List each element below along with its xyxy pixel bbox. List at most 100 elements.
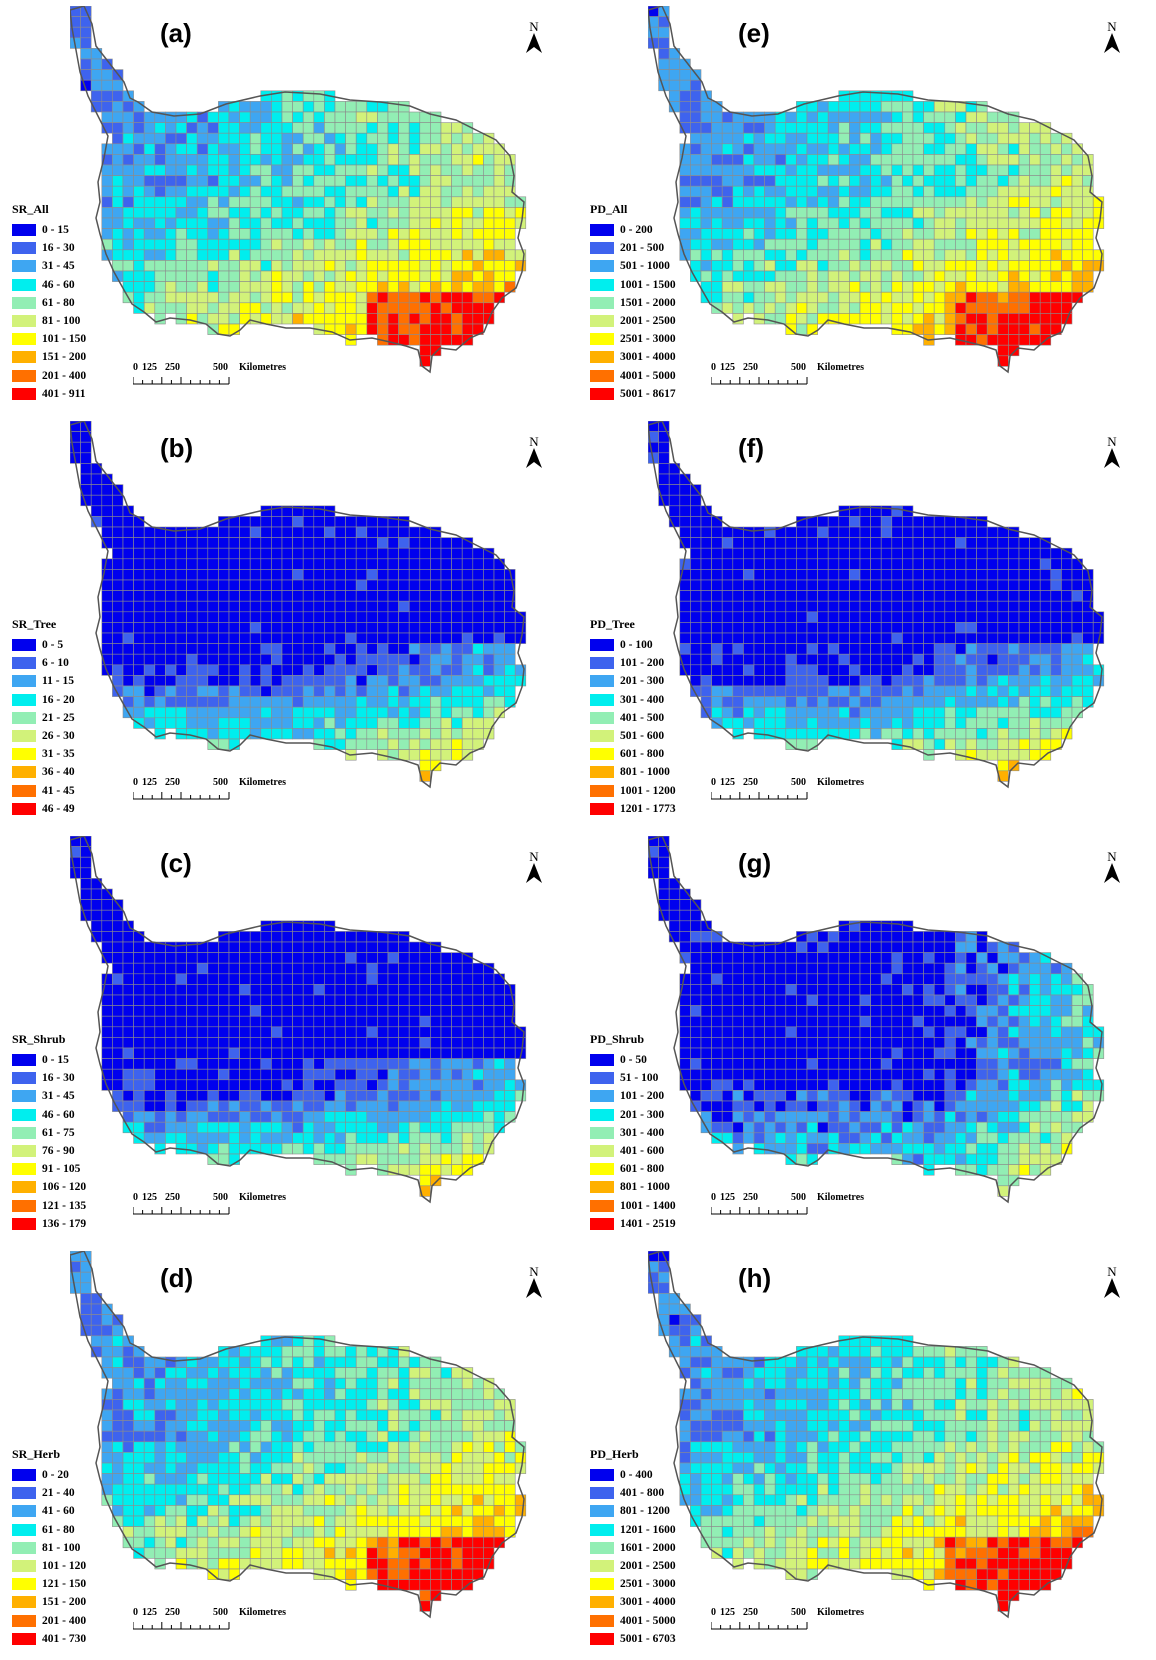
grid-cell — [1008, 238, 1020, 251]
grid-cell — [228, 185, 240, 198]
grid-cell — [133, 706, 145, 719]
grid-cell — [785, 164, 797, 176]
grid-cell — [324, 1037, 336, 1049]
grid-cell — [165, 281, 177, 293]
grid-cell — [80, 58, 92, 70]
grid-cell — [451, 1026, 463, 1038]
grid-cell — [1061, 281, 1073, 293]
grid-cell — [461, 1143, 474, 1155]
grid-cell — [154, 143, 166, 155]
grid-cell — [249, 101, 262, 113]
grid-cell — [186, 1462, 198, 1474]
grid-cell — [679, 207, 691, 219]
grid-cell — [313, 973, 325, 985]
grid-cell — [175, 643, 187, 655]
grid-cell — [398, 1399, 410, 1411]
grid-cell — [986, 302, 999, 314]
grid-cell — [419, 1058, 431, 1070]
grid-cell — [774, 622, 787, 634]
grid-cell — [228, 537, 240, 549]
grid-cell — [398, 1346, 410, 1358]
grid-cell — [419, 1164, 431, 1176]
grid-cell — [366, 1121, 378, 1134]
grid-cell — [281, 1515, 293, 1527]
grid-cell — [249, 228, 262, 240]
grid-cell — [143, 696, 156, 708]
grid-cell — [461, 1068, 474, 1081]
grid-cell — [1008, 334, 1020, 346]
grid-cell — [355, 1121, 368, 1134]
grid-cell — [366, 706, 378, 719]
grid-cell — [366, 622, 378, 634]
grid-cell — [101, 207, 113, 219]
grid-cell — [355, 526, 368, 538]
grid-cell — [175, 973, 187, 985]
grid-cell — [218, 302, 230, 314]
legend-item: 1001 - 1500 — [590, 276, 676, 294]
grid-cell — [377, 1399, 389, 1411]
grid-cell — [440, 260, 452, 272]
grid-cell — [880, 622, 893, 634]
grid-cell — [827, 207, 840, 219]
grid-cell — [690, 154, 702, 166]
grid-cell — [419, 1568, 431, 1580]
grid-cell — [218, 1399, 230, 1411]
grid-cell — [472, 1005, 484, 1017]
grid-cell — [1039, 249, 1052, 261]
grid-cell — [186, 1037, 198, 1049]
grid-cell — [249, 643, 262, 655]
grid-cell — [1008, 228, 1020, 240]
grid-cell — [796, 238, 808, 251]
grid-cell — [122, 1005, 134, 1017]
grid-cell — [764, 249, 776, 261]
grid-cell — [493, 569, 505, 581]
grid-cell — [451, 122, 463, 134]
grid-cell — [355, 962, 368, 975]
grid-cell — [154, 1367, 166, 1379]
grid-cell — [838, 600, 850, 613]
grid-cell — [408, 281, 421, 293]
grid-cell — [430, 537, 442, 549]
grid-cell — [218, 537, 230, 549]
grid-cell — [838, 217, 850, 229]
grid-cell — [451, 217, 463, 229]
grid-cell — [207, 653, 219, 666]
grid-cell — [817, 590, 829, 602]
grid-cell — [743, 611, 755, 623]
grid-cell — [133, 1515, 145, 1527]
grid-cell — [430, 196, 442, 208]
grid-cell — [122, 1441, 134, 1453]
grid-cell — [133, 664, 145, 676]
grid-cell — [366, 558, 378, 570]
grid-cell — [700, 175, 712, 187]
grid-cell — [1029, 600, 1041, 613]
grid-cell — [430, 154, 442, 166]
grid-cell — [1039, 653, 1052, 666]
grid-cell — [228, 941, 240, 953]
grid-cell — [721, 143, 734, 155]
grid-cell — [398, 952, 410, 964]
grid-cell — [366, 675, 378, 687]
grid-cell — [944, 558, 956, 570]
grid-cell — [440, 1420, 452, 1432]
legend-item: 46 - 60 — [12, 1106, 86, 1124]
grid-cell — [143, 1132, 156, 1144]
grid-cell — [891, 302, 903, 314]
grid-cell — [408, 122, 421, 134]
grid-cell — [112, 1367, 124, 1379]
grid-cell — [249, 1058, 262, 1070]
grid-cell — [398, 600, 410, 613]
grid-cell — [976, 111, 988, 123]
grid-cell — [955, 558, 967, 570]
grid-cell — [355, 1547, 368, 1559]
grid-cell — [175, 260, 187, 272]
grid-cell — [408, 728, 421, 740]
grid-cell — [986, 238, 999, 251]
grid-cell — [796, 547, 808, 560]
grid-cell — [165, 291, 177, 304]
grid-cell — [334, 249, 346, 261]
grid-cell — [912, 526, 924, 538]
grid-cell — [366, 164, 378, 176]
grid-cell — [461, 1462, 474, 1474]
grid-cell — [451, 1153, 463, 1165]
